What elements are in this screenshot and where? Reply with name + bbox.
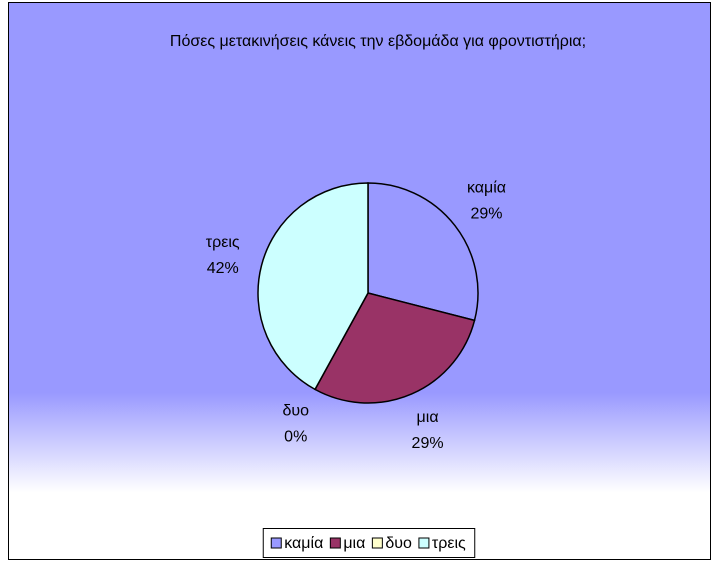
chart-title: Πόσες μετακινήσεις κάνεις την εβδομάδα γ… xyxy=(170,33,586,50)
legend-label: δυο xyxy=(385,535,412,552)
legend-label: μια xyxy=(343,535,365,552)
legend-swatch xyxy=(270,537,282,549)
pie-slice xyxy=(257,182,369,391)
slice-category-label: δυο xyxy=(282,403,309,420)
slice-value-label: 42% xyxy=(207,260,239,277)
legend-swatch xyxy=(371,537,383,549)
slice-category-label: καμία xyxy=(467,179,506,196)
pie-slice xyxy=(367,182,479,322)
pie-slice xyxy=(313,292,476,404)
slice-category-label: μια xyxy=(417,409,439,426)
legend-label: καμία xyxy=(284,535,323,552)
slice-value-label: 29% xyxy=(412,435,444,452)
legend-swatch xyxy=(418,537,430,549)
legend-label: τρεις xyxy=(432,535,466,552)
legend-box xyxy=(262,528,476,558)
legend-swatch xyxy=(329,537,341,549)
slice-value-label: 29% xyxy=(471,205,503,222)
legend: καμία μια δυο τρεις xyxy=(262,528,476,558)
slice-category-label: τρεις xyxy=(206,234,240,251)
slice-value-label: 0% xyxy=(284,429,307,446)
